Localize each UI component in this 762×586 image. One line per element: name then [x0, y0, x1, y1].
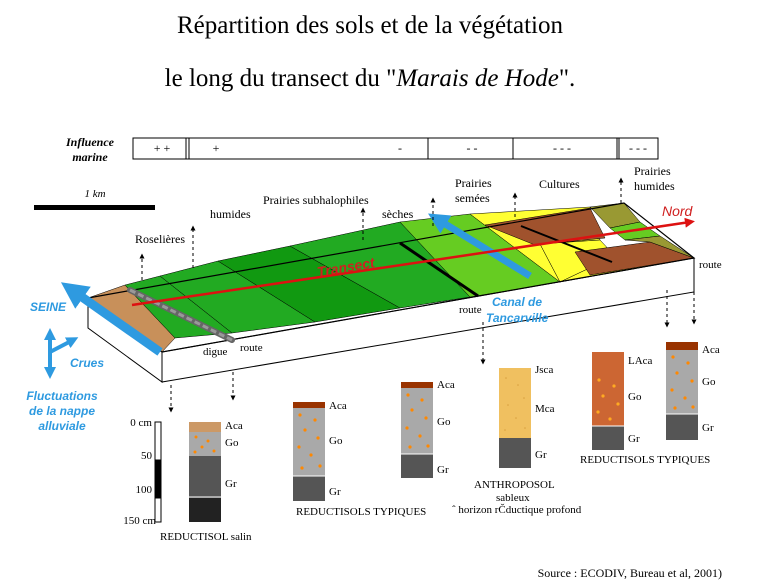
label-route-left: route	[240, 342, 263, 354]
profile-6	[666, 342, 698, 440]
seine-arrow	[60, 282, 163, 356]
influence-cell-5: - - -	[553, 141, 571, 155]
scale-bar	[34, 205, 155, 210]
p4-h1: Jsca	[535, 364, 553, 376]
p3-h1: Aca	[437, 379, 455, 391]
influence-label-1: Influence	[65, 135, 115, 149]
influence-cell-2: +	[213, 141, 220, 155]
p6-h1: Aca	[702, 344, 720, 356]
nappe-label-3: alluviale	[38, 419, 86, 433]
label-digue: digue	[203, 346, 228, 358]
seine-label: SEINE	[30, 300, 67, 314]
profile-4	[499, 368, 531, 468]
profile-pointers	[168, 290, 697, 413]
p5-h3: Gr	[628, 433, 640, 445]
canal-label-1: Canal de	[492, 295, 542, 309]
p2-h2: Go	[329, 435, 343, 447]
influence-cell-1: + +	[154, 141, 171, 155]
label-prairies-humides-1: Prairies	[634, 164, 671, 178]
canal-label-2: Tancarville	[486, 311, 549, 325]
influence-cell-4: - -	[467, 141, 478, 155]
p5-h1: LAca	[628, 355, 653, 367]
vegetation-pointers	[139, 177, 624, 280]
p2-h1: Aca	[329, 400, 347, 412]
label-route-mid: route	[459, 304, 482, 316]
p4-name-1: ANTHROPOSOL	[474, 479, 555, 491]
label-prairies-semees-1: Prairies	[455, 176, 492, 190]
p1-h1: Aca	[225, 420, 243, 432]
p3-h2: Go	[437, 416, 451, 428]
label-prairies-semees-2: semées	[455, 191, 490, 205]
p4-name-3: ˆ horizon rČductique profond	[452, 504, 582, 516]
crues-label: Crues	[70, 356, 104, 370]
group-56-name: REDUCTISOLS TYPIQUES	[580, 454, 710, 466]
influence-cell-6: - - -	[629, 141, 647, 155]
crues-arrows	[44, 328, 79, 379]
title-line-2: le long du transect du "Marais de Hode".	[165, 65, 576, 92]
p3-h3: Gr	[437, 464, 449, 476]
group-23-name: REDUCTISOLS TYPIQUES	[296, 506, 426, 518]
influence-label-2: marine	[72, 150, 108, 164]
p1-h2: Go	[225, 437, 239, 449]
p2-h3: Gr	[329, 486, 341, 498]
depth-scale	[154, 421, 162, 523]
p4-name-2: sableux	[496, 492, 530, 504]
scale-label: 1 km	[84, 188, 105, 200]
nord-label: Nord	[662, 203, 694, 219]
source-caption: Source : ECODIV, Bureau et al, 2001)	[538, 566, 722, 580]
canal-arrow	[428, 213, 532, 279]
p6-h2: Go	[702, 376, 716, 388]
p5-h2: Go	[628, 391, 642, 403]
p4-h3: Gr	[535, 449, 547, 461]
profile-1	[189, 422, 221, 522]
title-line-1: Répartition des sols et de la végétation	[177, 12, 564, 39]
label-cultures: Cultures	[539, 177, 580, 191]
influence-bar	[132, 137, 659, 160]
label-humides: humides	[210, 207, 251, 221]
profile-2	[293, 402, 325, 501]
depth-50: 50	[141, 450, 153, 462]
label-roselieres: Roselières	[135, 232, 185, 246]
p1-h3: Gr	[225, 478, 237, 490]
influence-cell-3: -	[398, 141, 402, 155]
label-route-right: route	[699, 259, 722, 271]
nappe-label-1: Fluctuations	[26, 389, 98, 403]
p6-h3: Gr	[702, 422, 714, 434]
label-subhalophiles: Prairies subhalophiles	[263, 193, 369, 207]
profile-3	[401, 382, 433, 478]
p4-h2: Mca	[535, 403, 555, 415]
transect-arrow	[131, 217, 695, 307]
nappe-label-2: de la nappe	[29, 404, 95, 418]
depth-0: 0 cm	[130, 417, 152, 429]
p1-name: REDUCTISOL salin	[160, 531, 252, 543]
profile-5	[592, 352, 624, 450]
label-prairies-humides-2: humides	[634, 179, 675, 193]
label-seches: sèches	[382, 207, 414, 221]
depth-100: 100	[136, 484, 153, 496]
zone-cultures-brown	[484, 207, 606, 246]
depth-150: 150 cm	[123, 515, 156, 527]
